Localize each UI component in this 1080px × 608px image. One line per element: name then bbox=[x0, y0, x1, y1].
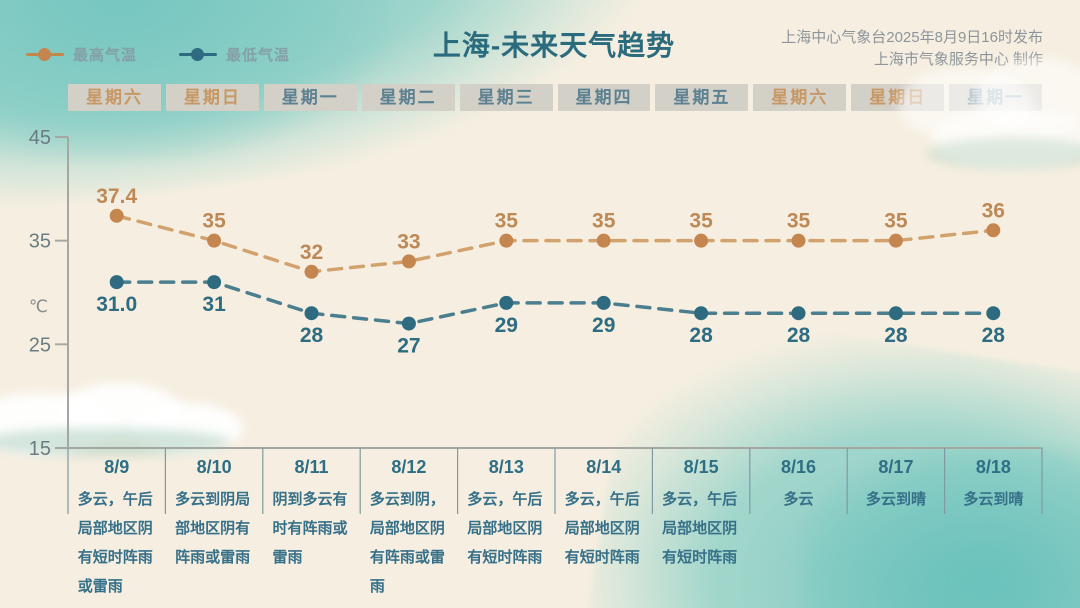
y-tick-label: 45 bbox=[29, 127, 51, 149]
forecast-column-3: 8/12 多云到阴，局部地区阴有阵雨或雷雨 bbox=[360, 452, 457, 601]
low-temp-data-point bbox=[596, 295, 611, 310]
high-temp-data-label: 33 bbox=[397, 230, 420, 253]
forecast-column-5: 8/14 多云，午后局部地区阴有短时阵雨 bbox=[555, 452, 652, 601]
forecast-column-6: 8/15 多云，午后局部地区阴有短时阵雨 bbox=[652, 452, 749, 601]
forecast-description: 多云，午后局部地区阴有短时阵雨 bbox=[662, 491, 738, 566]
y-tick-label: 25 bbox=[29, 334, 51, 356]
forecast-description: 多云 bbox=[783, 491, 814, 508]
weekday-header-row: 星期六 星期日 星期一 星期二 星期三 星期四 星期五 星期六 星期日 星期一 bbox=[68, 84, 1043, 111]
low-temp-data-point bbox=[401, 316, 416, 331]
weekday-header-0: 星期六 bbox=[68, 84, 161, 111]
forecast-description: 阴到多云有时有阵雨或雷雨 bbox=[272, 491, 348, 566]
low-temp-data-label: 28 bbox=[982, 324, 1006, 347]
low-temp-data-label: 31 bbox=[202, 293, 226, 316]
forecast-date: 8/13 bbox=[488, 457, 524, 477]
low-temp-data-label: 28 bbox=[787, 324, 811, 347]
forecast-date: 8/9 bbox=[104, 457, 130, 477]
high-temp-data-point bbox=[596, 233, 611, 248]
weekday-header-7: 星期六 bbox=[753, 84, 847, 111]
weekday-header-3: 星期二 bbox=[361, 84, 455, 111]
weekday-header-9: 星期一 bbox=[949, 84, 1043, 111]
weekday-header-4: 星期三 bbox=[459, 84, 553, 111]
source-line-1: 上海中心气象台2025年8月9日16时发布 bbox=[781, 29, 1043, 46]
forecast-date: 8/14 bbox=[586, 457, 622, 477]
forecast-description: 多云到阴，局部地区阴有阵雨或雷雨 bbox=[369, 491, 445, 595]
source-attribution: 上海中心气象台2025年8月9日16时发布 上海市气象服务中心 制作 bbox=[781, 27, 1043, 71]
low-temp-data-point bbox=[791, 306, 806, 321]
low-temp-data-label: 31.0 bbox=[96, 293, 137, 316]
low-temp-data-label: 27 bbox=[397, 335, 420, 358]
high-temp-data-point bbox=[499, 233, 514, 248]
forecast-column-2: 8/11 阴到多云有时有阵雨或雷雨 bbox=[263, 452, 360, 601]
low-temp-data-point bbox=[888, 306, 903, 321]
low-temp-data-label: 29 bbox=[592, 314, 615, 337]
forecast-column-7: 8/16 多云 bbox=[750, 452, 847, 601]
high-temp-data-point bbox=[694, 233, 709, 248]
forecast-date: 8/17 bbox=[878, 457, 914, 477]
y-axis-unit: ℃ bbox=[29, 297, 48, 317]
weekday-header-2: 星期一 bbox=[263, 84, 357, 111]
high-temp-data-point bbox=[207, 233, 222, 248]
high-temp-data-point bbox=[888, 233, 903, 248]
forecast-table: 8/9 多云，午后局部地区阴有短时阵雨或雷雨 8/10 多云到阴局部地区阴有阵雨或雷雨… bbox=[68, 452, 1042, 601]
forecast-description: 多云，午后局部地区阴有短时阵雨 bbox=[564, 491, 640, 566]
forecast-column-0: 8/9 多云，午后局部地区阴有短时阵雨或雷雨 bbox=[68, 452, 165, 601]
low-temp-data-label: 29 bbox=[495, 314, 518, 337]
y-tick-label: 35 bbox=[29, 231, 51, 253]
weekday-header-6: 星期五 bbox=[655, 84, 749, 111]
weekday-header-5: 星期四 bbox=[557, 84, 651, 111]
y-tick-label: 15 bbox=[29, 438, 51, 460]
low-temp-series-line bbox=[114, 280, 996, 326]
forecast-date: 8/15 bbox=[683, 457, 719, 477]
forecast-description: 多云到晴 bbox=[963, 491, 1024, 508]
high-temp-data-point bbox=[109, 208, 124, 223]
forecast-description: 多云，午后局部地区阴有短时阵雨或雷雨 bbox=[77, 491, 153, 595]
forecast-column-8: 8/17 多云到晴 bbox=[847, 452, 944, 601]
forecast-description: 多云到阴局部地区阴有阵雨或雷雨 bbox=[175, 491, 251, 566]
forecast-date: 8/11 bbox=[294, 457, 329, 477]
high-temp-data-point bbox=[986, 223, 1001, 238]
forecast-column-1: 8/10 多云到阴局部地区阴有阵雨或雷雨 bbox=[165, 452, 262, 601]
forecast-description: 多云到晴 bbox=[865, 491, 926, 508]
forecast-column-4: 8/13 多云，午后局部地区阴有短时阵雨 bbox=[458, 452, 555, 601]
high-temp-data-label: 35 bbox=[787, 210, 811, 233]
forecast-date: 8/16 bbox=[781, 457, 817, 477]
high-temp-data-label: 35 bbox=[592, 210, 616, 233]
low-temp-data-point bbox=[109, 275, 124, 290]
forecast-date: 8/10 bbox=[196, 457, 232, 477]
low-temp-data-label: 28 bbox=[884, 324, 908, 347]
high-temp-data-point bbox=[791, 233, 806, 248]
low-temp-data-point bbox=[207, 275, 222, 290]
forecast-date: 8/18 bbox=[975, 457, 1011, 477]
high-temp-data-point bbox=[304, 264, 319, 279]
high-temp-data-label: 35 bbox=[689, 210, 713, 233]
low-temp-data-label: 28 bbox=[300, 324, 324, 347]
forecast-description: 多云，午后局部地区阴有短时阵雨 bbox=[467, 491, 543, 566]
weekday-header-8: 星期日 bbox=[851, 84, 945, 111]
low-temp-data-point bbox=[694, 306, 709, 321]
low-temp-data-label: 28 bbox=[689, 324, 713, 347]
high-temp-series-line bbox=[114, 214, 996, 274]
source-line-2: 上海市气象服务中心 制作 bbox=[873, 51, 1043, 68]
high-temp-data-label: 35 bbox=[495, 210, 519, 233]
weekday-header-1: 星期日 bbox=[165, 84, 259, 111]
low-temp-data-point bbox=[499, 295, 514, 310]
high-temp-data-label: 35 bbox=[884, 210, 908, 233]
high-temp-data-point bbox=[401, 254, 416, 269]
high-temp-data-label: 35 bbox=[202, 210, 226, 233]
forecast-column-9: 8/18 多云到晴 bbox=[945, 452, 1042, 601]
high-temp-data-label: 36 bbox=[982, 199, 1005, 222]
high-temp-data-label: 37.4 bbox=[96, 185, 137, 208]
high-temp-data-label: 32 bbox=[300, 241, 323, 264]
forecast-date: 8/12 bbox=[391, 457, 427, 477]
low-temp-data-point bbox=[304, 306, 319, 321]
low-temp-data-point bbox=[986, 306, 1001, 321]
